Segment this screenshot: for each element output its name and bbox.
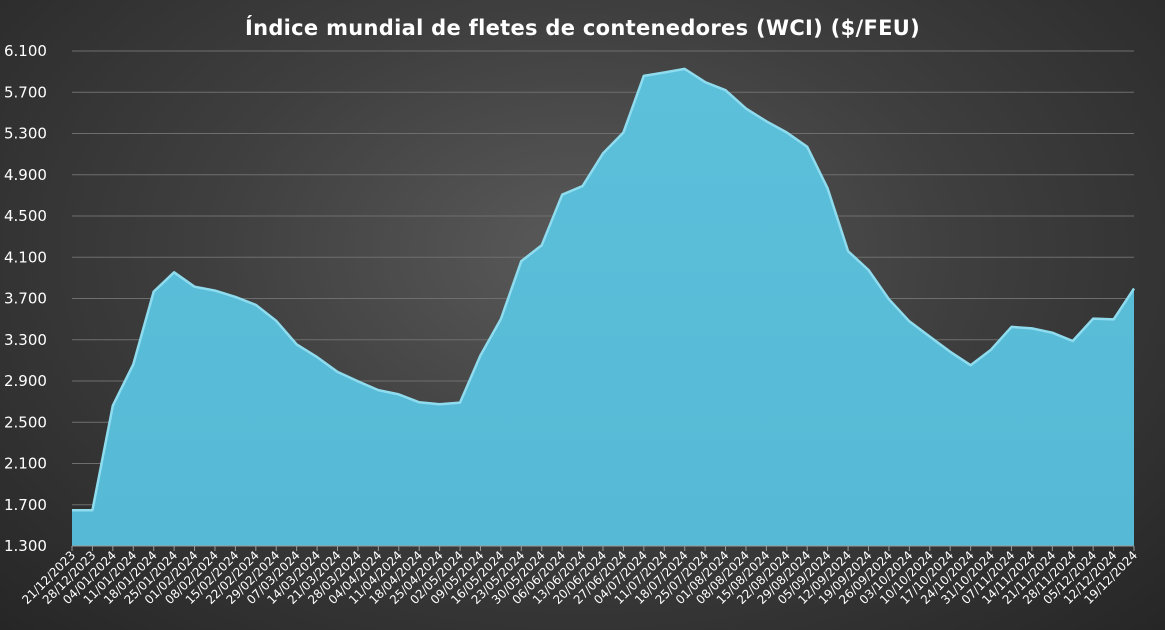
y-tick-label: 5.300 bbox=[4, 125, 47, 143]
y-tick-label: 3.700 bbox=[4, 290, 47, 308]
y-tick-label: 4.900 bbox=[4, 166, 47, 184]
y-tick-label: 2.900 bbox=[4, 372, 47, 390]
y-tick-label: 4.100 bbox=[4, 248, 47, 266]
y-tick-label: 2.100 bbox=[4, 455, 47, 473]
y-tick-label: 5.700 bbox=[4, 83, 47, 101]
y-tick-label: 1.300 bbox=[4, 537, 47, 555]
chart-title: Índice mundial de fletes de contenedores… bbox=[244, 16, 920, 40]
area-series bbox=[72, 67, 1134, 547]
y-tick-label: 3.300 bbox=[4, 331, 47, 349]
y-tick-label: 1.700 bbox=[4, 496, 47, 514]
y-tick-label: 2.500 bbox=[4, 413, 47, 431]
y-tick-label: 6.100 bbox=[4, 42, 47, 60]
y-tick-label: 4.500 bbox=[4, 207, 47, 225]
area-edge bbox=[72, 67, 1136, 512]
